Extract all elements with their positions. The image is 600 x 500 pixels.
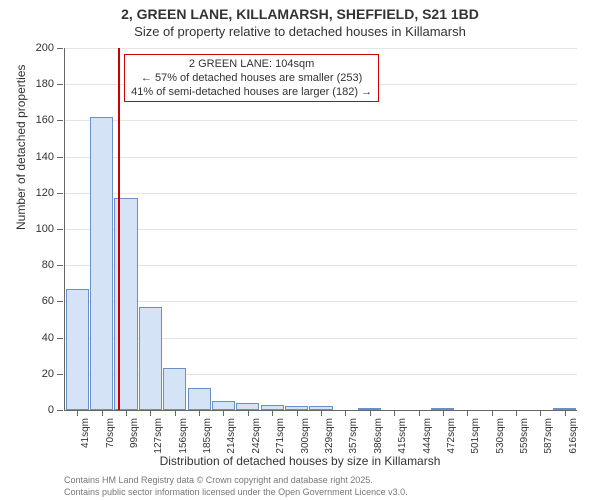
x-tick-label: 444sqm [422,418,433,454]
x-tick [321,410,322,416]
y-tick-label: 180 [36,78,54,90]
bar [212,401,235,410]
y-tick [57,229,63,230]
x-tick-label: 242sqm [251,418,262,454]
gridline [65,229,577,230]
y-tick-label: 20 [42,368,54,380]
bar [66,289,89,410]
x-tick-label: 530sqm [495,418,506,454]
gridline [65,157,577,158]
x-axis-label: Distribution of detached houses by size … [0,454,600,468]
y-tick-label: 0 [48,404,54,416]
y-tick [57,120,63,121]
x-tick-label: 99sqm [129,418,140,448]
gridline [65,48,577,49]
x-tick [394,410,395,416]
chart-container: 2, GREEN LANE, KILLAMARSH, SHEFFIELD, S2… [0,0,600,500]
x-tick [297,410,298,416]
y-tick [57,157,63,158]
x-tick [467,410,468,416]
bar [163,368,186,410]
y-tick-label: 200 [36,42,54,54]
x-tick-label: 185sqm [202,418,213,454]
x-tick-label: 156sqm [178,418,189,454]
bar [236,403,259,410]
y-tick-label: 140 [36,151,54,163]
x-tick [102,410,103,416]
y-tick [57,265,63,266]
y-tick-label: 60 [42,295,54,307]
x-tick-label: 271sqm [275,418,286,454]
footer-line: Contains public sector information licen… [64,486,408,498]
footer-line: Contains HM Land Registry data © Crown c… [64,474,408,486]
y-tick [57,301,63,302]
x-tick [345,410,346,416]
x-tick-label: 357sqm [348,418,359,454]
x-tick [150,410,151,416]
x-tick [272,410,273,416]
x-tick [126,410,127,416]
y-tick-label: 160 [36,114,54,126]
y-tick-label: 80 [42,259,54,271]
x-tick-label: 70sqm [105,418,116,448]
reference-line [118,48,120,410]
y-tick [57,410,63,411]
gridline [65,120,577,121]
gridline [65,265,577,266]
y-tick [57,84,63,85]
x-tick-label: 329sqm [324,418,335,454]
y-tick [57,338,63,339]
x-tick [419,410,420,416]
x-tick [540,410,541,416]
x-tick [516,410,517,416]
x-tick-label: 214sqm [226,418,237,454]
y-axis-label: Number of detached properties [14,65,28,230]
x-tick-label: 472sqm [446,418,457,454]
x-tick-label: 300sqm [300,418,311,454]
x-tick-label: 616sqm [568,418,579,454]
x-tick-label: 386sqm [373,418,384,454]
y-tick-label: 100 [36,223,54,235]
bar [139,307,162,410]
y-tick-label: 120 [36,187,54,199]
chart-title: 2, GREEN LANE, KILLAMARSH, SHEFFIELD, S2… [0,6,600,22]
footer-attribution: Contains HM Land Registry data © Crown c… [64,474,408,498]
x-tick-label: 587sqm [543,418,554,454]
gridline [65,193,577,194]
x-tick-label: 41sqm [80,418,91,448]
bar [188,388,211,410]
gridline [65,301,577,302]
bar [90,117,113,410]
annotation-line: 2 GREEN LANE: 104sqm [131,57,372,71]
x-tick [248,410,249,416]
x-tick [443,410,444,416]
annotation-box: 2 GREEN LANE: 104sqm ← 57% of detached h… [124,54,379,102]
x-tick [370,410,371,416]
x-tick [492,410,493,416]
y-tick [57,374,63,375]
annotation-line: ← 57% of detached houses are smaller (25… [131,71,372,85]
x-tick [223,410,224,416]
x-tick [199,410,200,416]
y-tick [57,48,63,49]
chart-subtitle: Size of property relative to detached ho… [0,24,600,39]
x-tick-label: 415sqm [397,418,408,454]
x-tick [565,410,566,416]
x-tick-label: 501sqm [470,418,481,454]
y-tick [57,193,63,194]
annotation-line: 41% of semi-detached houses are larger (… [131,85,372,99]
x-tick [77,410,78,416]
y-tick-label: 40 [42,332,54,344]
plot-area: 2 GREEN LANE: 104sqm ← 57% of detached h… [64,48,577,411]
x-tick [175,410,176,416]
x-tick-label: 127sqm [153,418,164,454]
x-tick-label: 559sqm [519,418,530,454]
